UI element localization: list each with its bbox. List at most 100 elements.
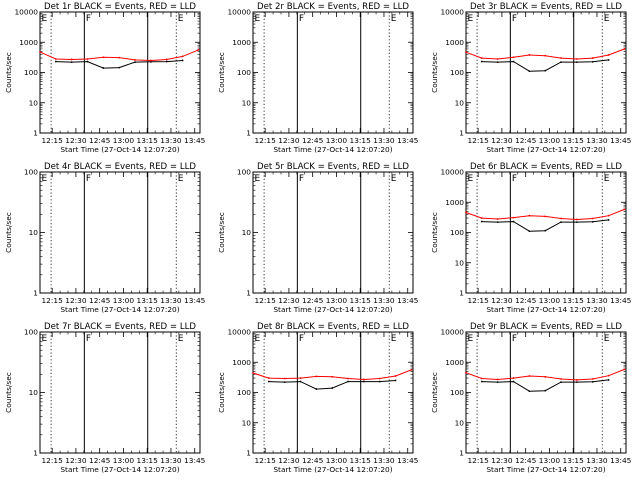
series-events-point (560, 221, 562, 224)
x-tick-label: 12:15 (467, 136, 489, 145)
x-tick-label: 12:45 (89, 456, 111, 465)
y-tick-label: 100 (450, 388, 464, 397)
x-axis-label: Start Time (27-Oct-14 12:07:20) (486, 465, 605, 474)
segment-marker-label: E (468, 334, 474, 344)
segment-marker-label: E (604, 334, 610, 344)
series-lld-point (544, 215, 547, 218)
series-lld-point (465, 211, 467, 214)
y-tick-label: 1000 (445, 38, 464, 47)
series-events-point (118, 66, 121, 69)
series-lld-point (591, 217, 594, 220)
x-tick-label: 13:30 (373, 296, 395, 305)
series-lld-point (591, 57, 594, 59)
series-lld-point (560, 57, 562, 59)
x-tick-label: 13:15 (137, 296, 159, 305)
segment-marker-label: E (178, 174, 184, 184)
series-events-point (591, 220, 594, 223)
segment-marker-label: E (604, 14, 610, 24)
x-tick-label: 12:15 (254, 136, 276, 145)
series-events-point (480, 220, 483, 223)
y-axis-label: Counts/sec (430, 212, 439, 253)
segment-marker-label: E (604, 174, 610, 184)
series-lld-point (575, 379, 578, 381)
series-lld-point (512, 377, 515, 379)
series-events-point (134, 61, 136, 64)
series-lld-point (575, 58, 578, 60)
y-tick-label: 100 (24, 168, 38, 177)
x-tick-label: 13:15 (137, 136, 159, 145)
x-tick-label: 13:30 (586, 136, 608, 145)
x-tick-label: 13:45 (184, 296, 206, 305)
x-tick-label: 13:00 (539, 456, 561, 465)
series-lld-point (267, 377, 270, 379)
y-axis-label: Counts/sec (217, 372, 226, 413)
panel-det-6: Det 6r BLACK = Events, RED = LLD 1 10 100 10… (430, 162, 632, 314)
x-tick-label: 12:30 (65, 456, 87, 465)
series-lld-point (331, 375, 334, 378)
y-tick-label: 10 (242, 418, 252, 427)
x-tick-label: 12:15 (41, 136, 63, 145)
series-events-point (54, 60, 57, 63)
segment-marker-label: F (86, 14, 91, 24)
series-lld-point (86, 58, 89, 60)
series-lld-point (410, 368, 413, 371)
y-tick-label: 1000 (232, 358, 251, 367)
x-axis-label: Start Time (27-Oct-14 12:07:20) (60, 305, 179, 314)
series-events-point (149, 60, 152, 63)
panel-det-1: Det 1r BLACK = Events, RED = LLD 1 10 100 10… (4, 2, 206, 154)
series-lld-point (315, 375, 318, 378)
series-events-point (607, 219, 610, 221)
series-lld-point (591, 378, 594, 380)
x-tick-label: 12:15 (467, 456, 489, 465)
series-lld-point (362, 378, 365, 381)
series-events-line (481, 219, 609, 232)
series-events-point (575, 61, 578, 64)
series-lld-point (528, 214, 531, 217)
x-tick-label: 13:30 (160, 296, 182, 305)
y-tick-label: 10 (242, 228, 252, 237)
series-lld-point (70, 58, 73, 61)
x-tick-label: 12:30 (278, 296, 300, 305)
series-events-point (102, 67, 105, 69)
x-tick-label: 12:15 (41, 456, 63, 465)
series-lld-point (134, 59, 136, 61)
x-tick-label: 13:00 (539, 296, 561, 305)
series-lld-point (347, 377, 349, 380)
y-tick-label: 100 (450, 68, 464, 77)
y-axis-label: Counts/sec (217, 52, 226, 93)
series-lld-point (544, 375, 547, 378)
y-tick-label: 10000 (440, 328, 464, 337)
series-lld-point (54, 58, 57, 60)
panel-title: Det 4r BLACK = Events, RED = LLD (44, 162, 196, 172)
segment-marker-label: F (512, 174, 517, 184)
series-lld-point (465, 51, 467, 54)
series-lld-point (528, 375, 531, 377)
x-tick-label: 13:00 (326, 456, 348, 465)
series-lld-point (496, 58, 499, 60)
x-tick-label: 13:00 (326, 296, 348, 305)
series-lld-point (283, 377, 286, 380)
segment-marker-label: F (86, 334, 91, 344)
x-tick-label: 12:45 (89, 136, 111, 145)
y-tick-label: 1 (33, 449, 38, 458)
series-lld-point (118, 56, 121, 59)
y-tick-label: 1000 (445, 358, 464, 367)
y-axis-label: Counts/sec (4, 372, 13, 413)
series-events-point (607, 59, 610, 61)
series-lld-point (480, 217, 483, 219)
series-lld-line (465, 368, 625, 381)
y-axis-label: Counts/sec (430, 52, 439, 93)
y-axis-label: Counts/sec (430, 372, 439, 413)
x-tick-label: 12:45 (515, 136, 537, 145)
panel-title: Det 7r BLACK = Events, RED = LLD (44, 322, 196, 332)
segment-marker-label: F (86, 174, 91, 184)
y-tick-label: 10 (455, 258, 465, 267)
segment-marker-label: F (512, 14, 517, 24)
series-events-point (496, 61, 499, 64)
series-lld-point (181, 55, 184, 58)
x-axis-label: Start Time (27-Oct-14 12:07:20) (486, 145, 605, 154)
series-lld-point (496, 218, 499, 220)
y-tick-label: 1 (33, 129, 38, 138)
series-lld-point (607, 374, 610, 377)
